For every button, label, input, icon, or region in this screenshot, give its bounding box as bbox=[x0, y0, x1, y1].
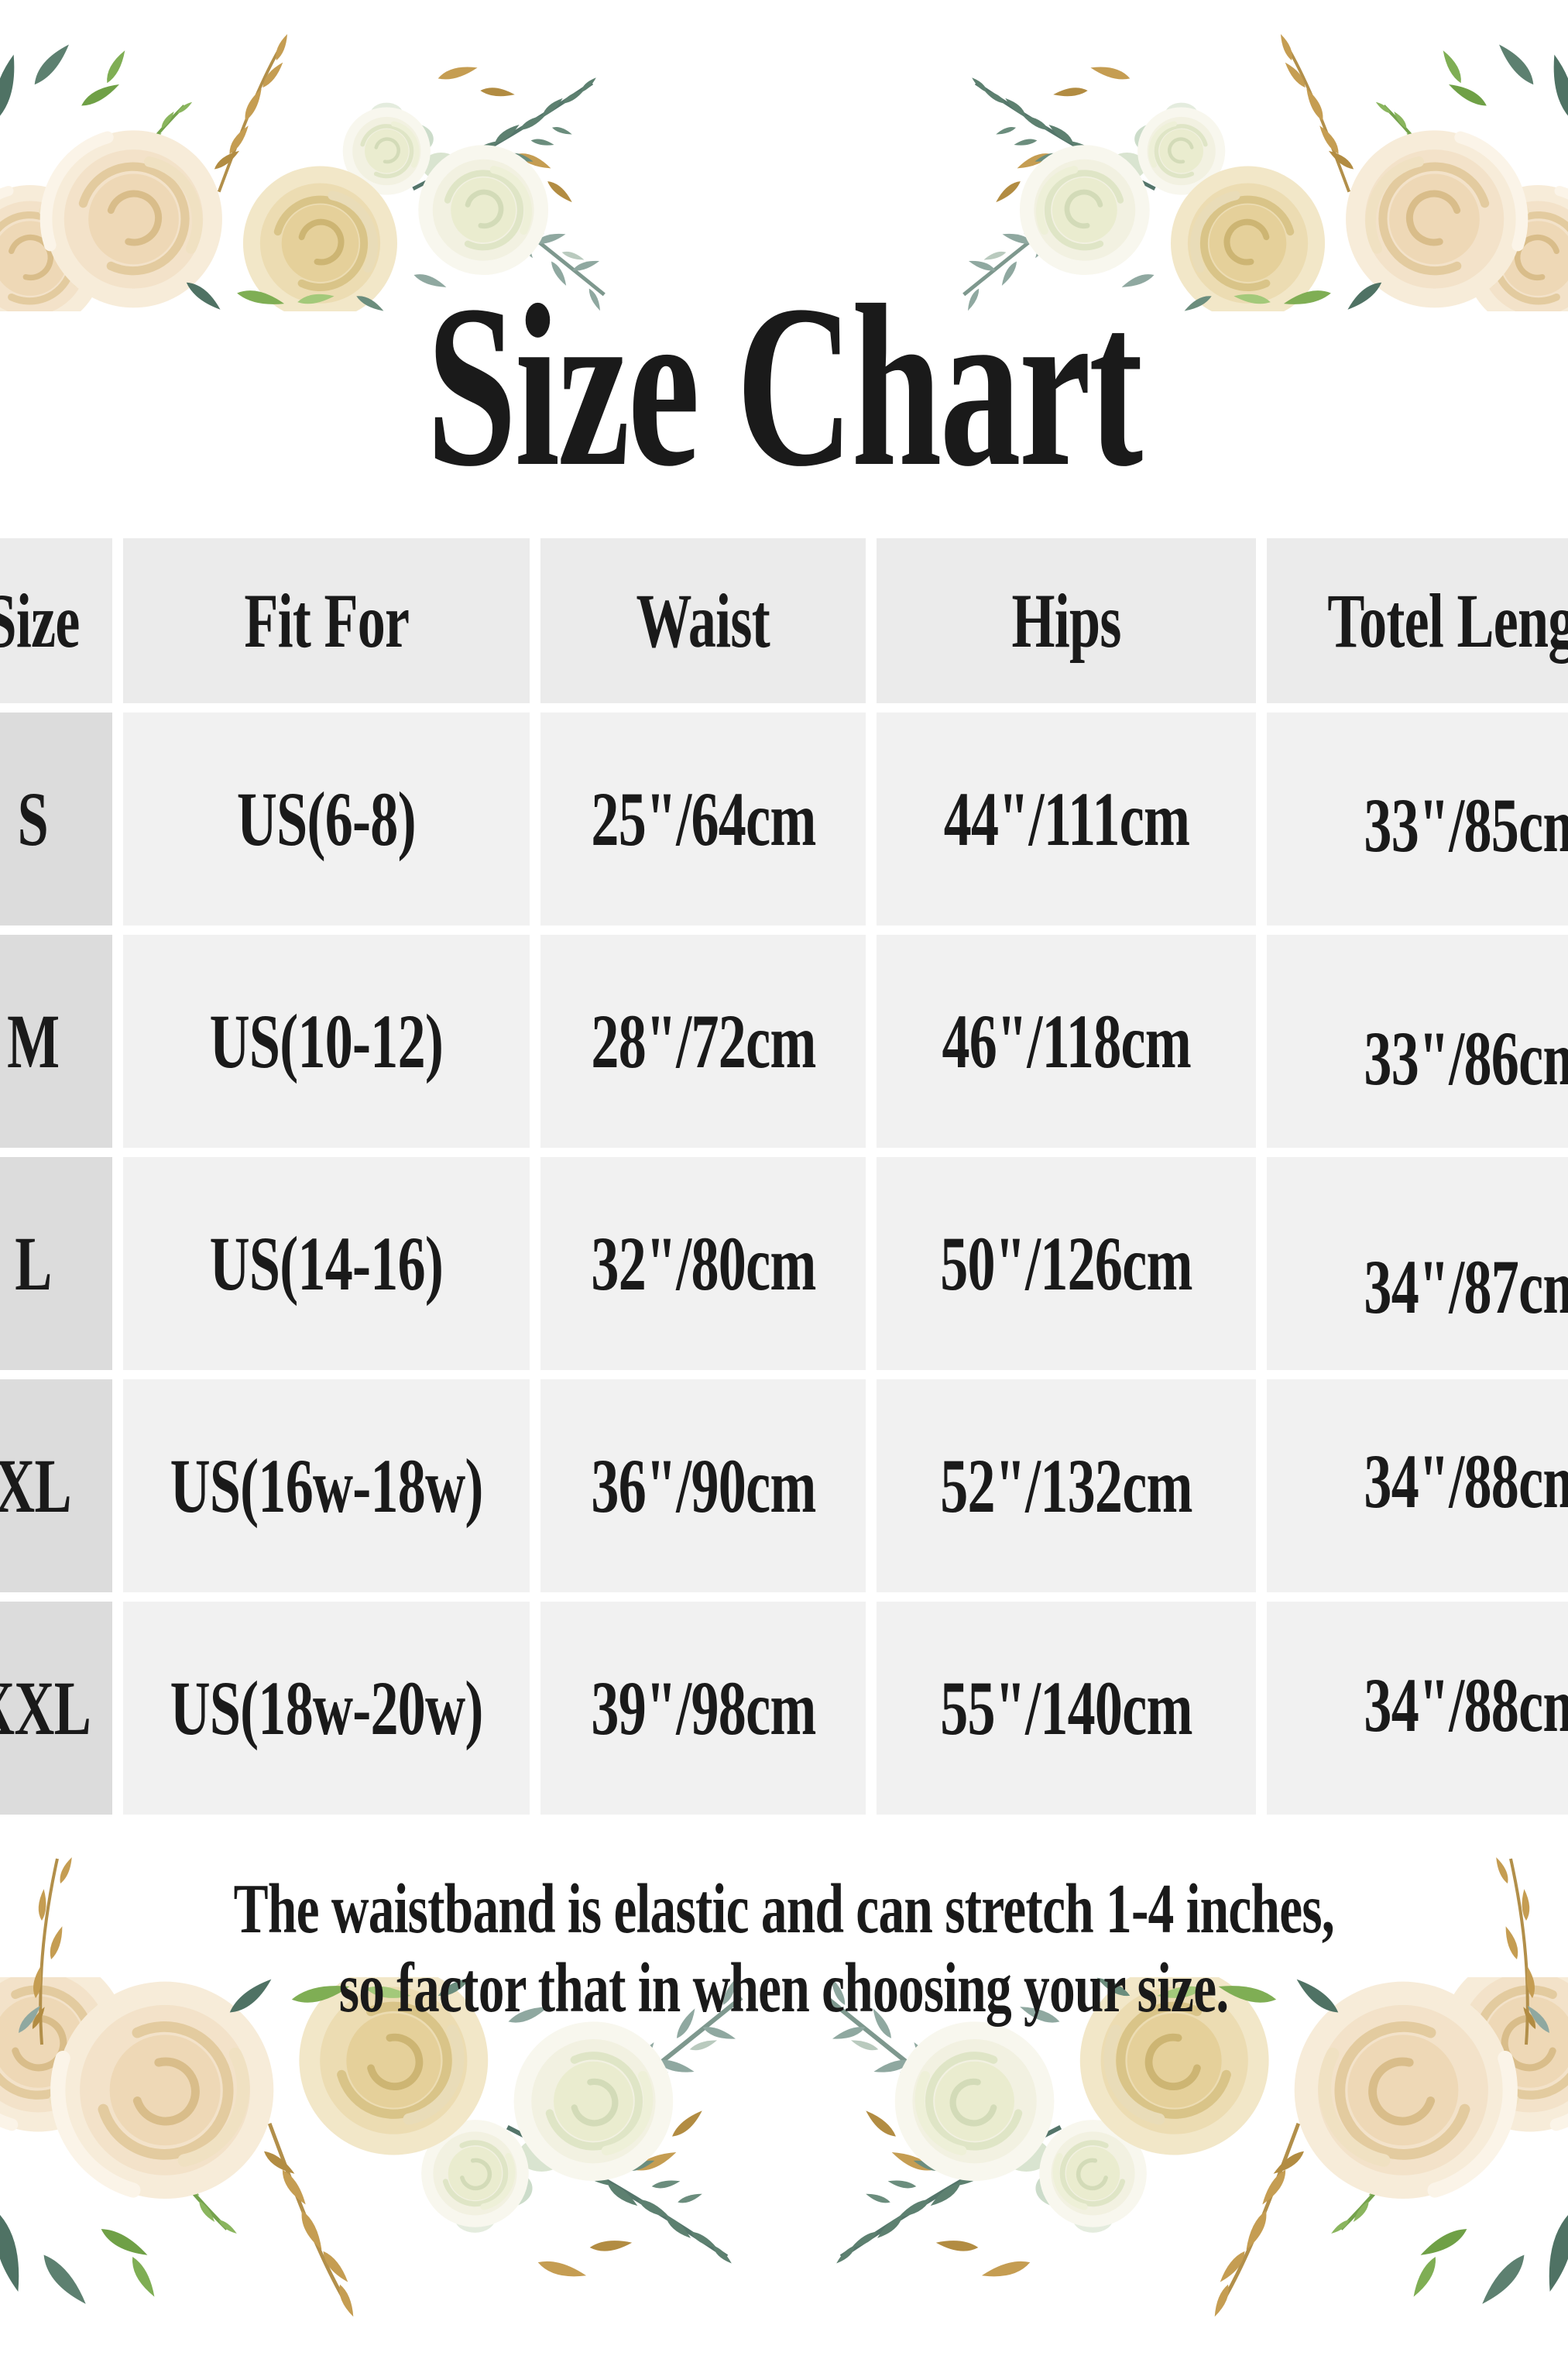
table-row-s-total-length: 33"/85cm bbox=[1267, 713, 1568, 925]
table-row-m-size: M bbox=[0, 935, 112, 1148]
header-fit-for: Fit For bbox=[123, 538, 530, 703]
header-total-length: Totel Length bbox=[1267, 538, 1568, 703]
table-row-xl-total-length: 34"/88cm bbox=[1267, 1379, 1568, 1592]
table-row-xl-waist: 36"/90cm bbox=[540, 1379, 866, 1592]
table-row-xxl-waist: 39"/98cm bbox=[540, 1602, 866, 1815]
table-row-s-hips: 44"/111cm bbox=[877, 713, 1256, 925]
table-row-m-hips: 46"/118cm bbox=[877, 935, 1256, 1148]
table-row-s-size: S bbox=[0, 713, 112, 925]
table-row-xxl-size: XXL bbox=[0, 1602, 112, 1815]
table-row-xl-fit-for: US(16w-18w) bbox=[123, 1379, 530, 1592]
header-waist: Waist bbox=[540, 538, 866, 703]
table-row-xxl-fit-for: US(18w-20w) bbox=[123, 1602, 530, 1815]
table-row-s-waist: 25"/64cm bbox=[540, 713, 866, 925]
table-row-l-size: L bbox=[0, 1157, 112, 1370]
size-table: Size Fit For Waist Hips Totel Length S U… bbox=[0, 538, 1568, 1815]
table-row-m-waist: 28"/72cm bbox=[540, 935, 866, 1148]
table-row-l-fit-for: US(14-16) bbox=[123, 1157, 530, 1370]
table-row-xxl-hips: 55"/140cm bbox=[877, 1602, 1256, 1815]
page-title-text: Size Chart bbox=[427, 257, 1143, 514]
table-row-l-waist: 32"/80cm bbox=[540, 1157, 866, 1370]
table-row-xl-size: XL bbox=[0, 1379, 112, 1592]
table-row-xxl-total-length: 34"/88cm bbox=[1267, 1602, 1568, 1815]
waistband-note: The waistband is elastic and can stretch… bbox=[0, 1870, 1568, 2028]
table-row-s-fit-for: US(6-8) bbox=[123, 713, 530, 925]
table-row-xl-hips: 52"/132cm bbox=[877, 1379, 1256, 1592]
table-row-l-total-length: 34"/87cm bbox=[1267, 1157, 1568, 1370]
header-size: Size bbox=[0, 538, 112, 703]
table-row-m-fit-for: US(10-12) bbox=[123, 935, 530, 1148]
header-hips: Hips bbox=[877, 538, 1256, 703]
waistband-note-line2: so factor that in when choosing your siz… bbox=[339, 1949, 1229, 2027]
table-row-l-hips: 50"/126cm bbox=[877, 1157, 1256, 1370]
waistband-note-line1: The waistband is elastic and can stretch… bbox=[233, 1870, 1335, 1948]
page-title: Size Chart bbox=[0, 270, 1568, 502]
table-row-m-total-length: 33"/86cm bbox=[1267, 935, 1568, 1148]
